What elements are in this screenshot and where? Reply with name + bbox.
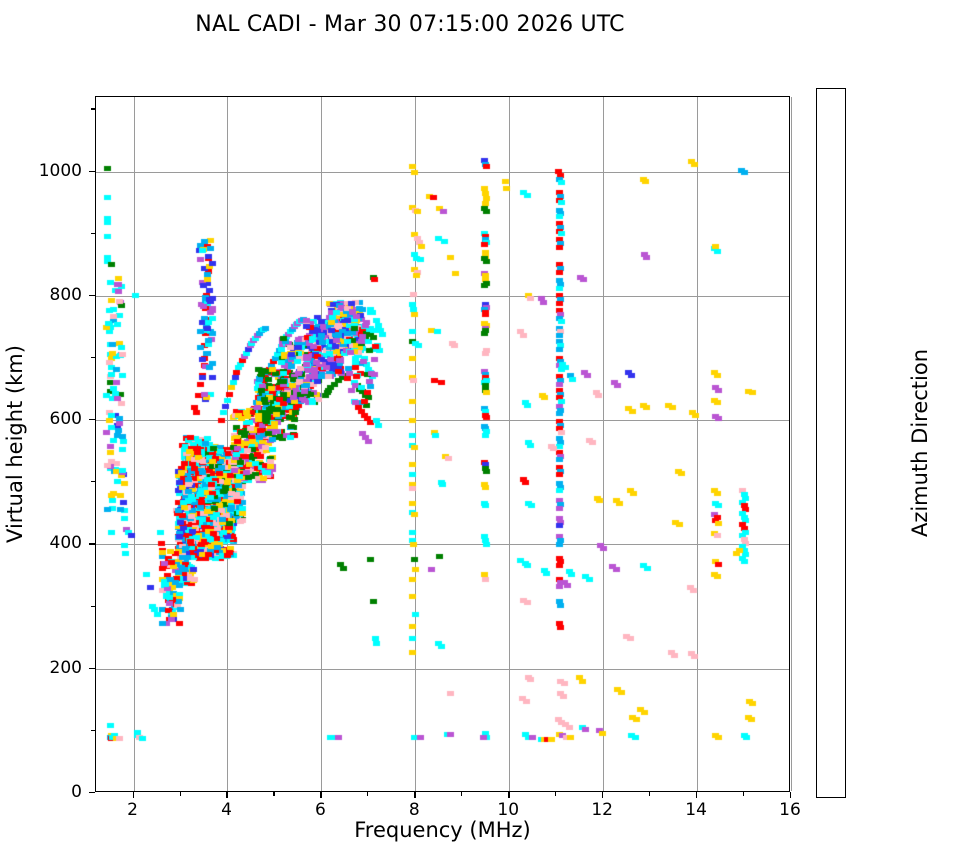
x-tick-minor (179, 792, 181, 796)
x-tick-mark (320, 792, 322, 798)
x-tick-mark (602, 792, 604, 798)
y-tick-mark (89, 667, 95, 669)
y-tick-mark (89, 294, 95, 297)
page-title: NAL CADI - Mar 30 07:15:00 2026 UTC (195, 12, 625, 37)
x-tick-minor (555, 792, 557, 796)
y-axis-label: Virtual height (km) (3, 345, 28, 543)
colorbar-title: Azimuth Direction (908, 348, 933, 538)
x-tick-minor (461, 792, 463, 796)
x-tick-minor (649, 792, 651, 796)
x-tick-label: 10 (497, 800, 520, 820)
y-tick-label: 0 (71, 782, 82, 802)
y-tick-label: 800 (49, 284, 82, 305)
x-tick-label: 14 (685, 800, 707, 820)
gridline-vertical (791, 97, 792, 791)
y-tick-mark (89, 170, 95, 172)
x-tick-mark (696, 792, 698, 798)
y-tick-mark (89, 792, 95, 794)
x-tick-mark (226, 792, 228, 798)
y-tick-mark (89, 543, 95, 545)
y-tick-label: 400 (49, 533, 82, 554)
x-tick-label: 12 (591, 800, 613, 820)
x-tick-minor (273, 792, 275, 796)
x-tick-mark (414, 792, 416, 798)
y-tick-minor (91, 108, 95, 110)
y-tick-minor (91, 481, 95, 483)
x-tick-label: 6 (314, 800, 326, 820)
x-tick-label: 4 (221, 800, 232, 820)
x-tick-label: 2 (127, 800, 138, 820)
x-tick-minor (743, 792, 745, 796)
x-tick-mark (790, 792, 792, 798)
x-tick-mark (132, 792, 134, 798)
y-tick-mark (89, 419, 95, 421)
colorbar (816, 88, 846, 798)
y-tick-minor (91, 605, 95, 607)
y-tick-minor (91, 357, 95, 359)
x-axis-label: Frequency (MHz) (354, 818, 531, 842)
y-tick-minor (91, 729, 95, 731)
y-tick-label: 1000 (38, 160, 82, 181)
y-tick-label: 600 (49, 409, 82, 430)
plot-area (95, 96, 792, 792)
y-tick-minor (91, 232, 95, 234)
y-tick-label: 200 (49, 657, 82, 678)
x-tick-label: 8 (408, 800, 420, 820)
scatter-data-canvas (96, 97, 789, 791)
x-tick-minor (367, 792, 369, 796)
x-tick-mark (508, 792, 510, 798)
x-tick-label: 16 (779, 800, 801, 820)
